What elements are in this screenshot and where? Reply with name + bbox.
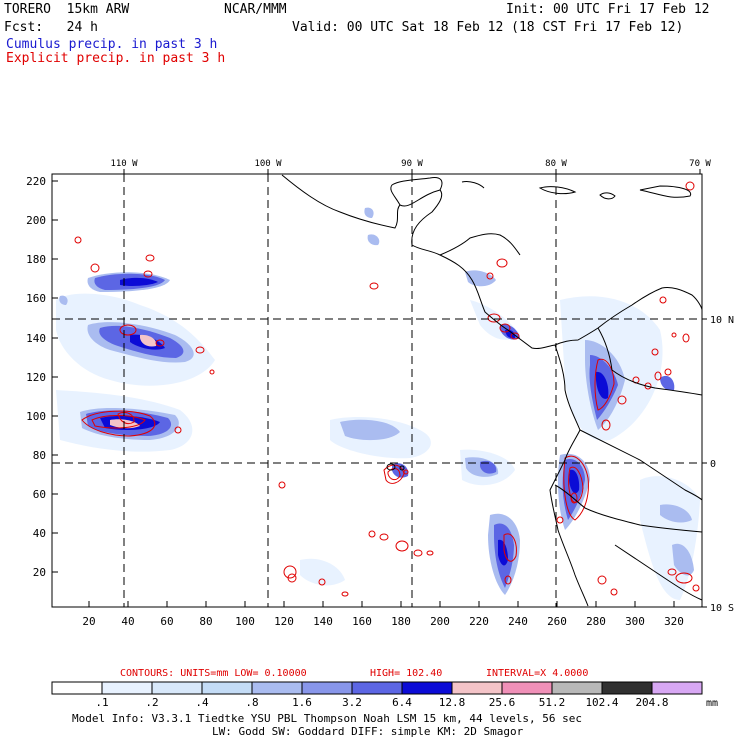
x-tick-200: 200 [430, 615, 450, 628]
contour-high: HIGH= 102.40 [370, 668, 442, 679]
init-time: Init: 00 UTC Fri 17 Feb 12 [506, 2, 710, 17]
lon-label-100w: 100 W [254, 159, 282, 169]
y-tick-60: 60 [33, 488, 46, 501]
model-info: Model Info: V3.3.1 Tiedtke YSU PBL Thomp… [72, 712, 582, 725]
y-tick-40: 40 [33, 527, 46, 540]
lon-label-90w: 90 W [401, 159, 423, 169]
axis-ticks [52, 169, 707, 608]
physics-info: LW: Godd SW: Goddard DIFF: simple KM: 2D… [212, 725, 524, 738]
graticule [52, 174, 702, 607]
lat-label-10s: 10 S [710, 603, 734, 614]
x-tick-160: 160 [352, 615, 372, 628]
x-tick-300: 300 [625, 615, 645, 628]
y-tick-120: 120 [26, 371, 46, 384]
explicit-precip-contours [74, 181, 700, 597]
x-tick-180: 180 [391, 615, 411, 628]
x-tick-labels: 20 40 60 80 100 120 140 160 180 200 220 … [82, 615, 684, 628]
x-tick-140: 140 [313, 615, 333, 628]
y-tick-80: 80 [33, 449, 46, 462]
x-tick-320: 320 [664, 615, 684, 628]
colorbar-label: 204.8 [635, 696, 668, 709]
colorbar-box [101, 681, 153, 695]
forecast-hour: Fcst: 24 h [4, 20, 98, 35]
lat-label-0: 0 [710, 459, 716, 470]
x-tick-120: 120 [274, 615, 294, 628]
colorbar-boxes [51, 681, 703, 695]
cumulus-precip-areas [56, 207, 700, 600]
colorbar-box [251, 681, 303, 695]
x-tick-280: 280 [586, 615, 606, 628]
x-tick-20: 20 [82, 615, 95, 628]
lon-label-70w: 70 W [689, 159, 711, 169]
colorbar-label: .4 [195, 696, 209, 709]
colorbar-box [601, 681, 653, 695]
footer: Model Info: V3.3.1 Tiedtke YSU PBL Thomp… [72, 712, 582, 738]
colorbar-box [151, 681, 203, 695]
x-tick-80: 80 [199, 615, 212, 628]
colorbar-label: 25.6 [489, 696, 516, 709]
y-tick-180: 180 [26, 253, 46, 266]
coastlines [281, 174, 703, 607]
colorbar-label: 12.8 [439, 696, 466, 709]
y-tick-220: 220 [26, 175, 46, 188]
colorbar-box [551, 681, 603, 695]
contour-units-low: CONTOURS: UNITS=mm LOW= 0.10000 [120, 668, 307, 679]
x-tick-40: 40 [121, 615, 134, 628]
colorbar-labels: .1 .2 .4 .8 1.6 3.2 6.4 12.8 25.6 51.2 102.4 204.8 [95, 696, 668, 709]
y-tick-labels: 220 200 180 160 140 120 100 80 60 40 20 [26, 175, 46, 579]
colorbar-box [301, 681, 353, 695]
colorbar-label: 3.2 [342, 696, 362, 709]
y-tick-140: 140 [26, 332, 46, 345]
model-title: TORERO 15km ARW [4, 2, 130, 17]
x-tick-220: 220 [469, 615, 489, 628]
org-label: NCAR/MMM [224, 2, 287, 17]
lon-label-80w: 80 W [545, 159, 567, 169]
contour-interval: INTERVAL=X 4.0000 [486, 668, 588, 679]
lat-label-10n: 10 N [710, 315, 734, 326]
field-label-cumulus: Cumulus precip. in past 3 h [6, 37, 218, 52]
colorbar-box [501, 681, 553, 695]
colorbar-label: 6.4 [392, 696, 412, 709]
colorbar-label: 51.2 [539, 696, 566, 709]
y-tick-20: 20 [33, 566, 46, 579]
lon-labels: 110 W 100 W 90 W 80 W 70 W [110, 159, 711, 169]
lat-labels: 10 N 0 10 S [710, 315, 734, 614]
colorbar-box [51, 681, 103, 695]
colorbar-box [351, 681, 403, 695]
colorbar-box [401, 681, 453, 695]
colorbar-label: .2 [145, 696, 158, 709]
colorbar-unit: mm [706, 698, 718, 709]
colorbar: .1.2.4.8 1.6 3.2 6.4 12.8 25.6 51.2 102.4 204.8 … [51, 681, 718, 709]
y-tick-200: 200 [26, 214, 46, 227]
field-label-explicit: Explicit precip. in past 3 h [6, 51, 226, 66]
x-tick-240: 240 [508, 615, 528, 628]
colorbar-box [651, 681, 703, 695]
colorbar-box [201, 681, 253, 695]
colorbar-label: .1 [95, 696, 108, 709]
colorbar-label: 1.6 [292, 696, 312, 709]
x-tick-60: 60 [160, 615, 173, 628]
x-tick-260: 260 [547, 615, 567, 628]
lon-label-110w: 110 W [110, 159, 138, 169]
y-tick-100: 100 [26, 410, 46, 423]
colorbar-box [451, 681, 503, 695]
map-frame [51, 173, 703, 608]
x-tick-100: 100 [235, 615, 255, 628]
contour-info: CONTOURS: UNITS=mm LOW= 0.10000 HIGH= 10… [120, 668, 588, 679]
colorbar-label: .8 [245, 696, 258, 709]
y-tick-160: 160 [26, 292, 46, 305]
valid-time: Valid: 00 UTC Sat 18 Feb 12 (18 CST Fri … [292, 20, 684, 35]
colorbar-label: 102.4 [585, 696, 618, 709]
